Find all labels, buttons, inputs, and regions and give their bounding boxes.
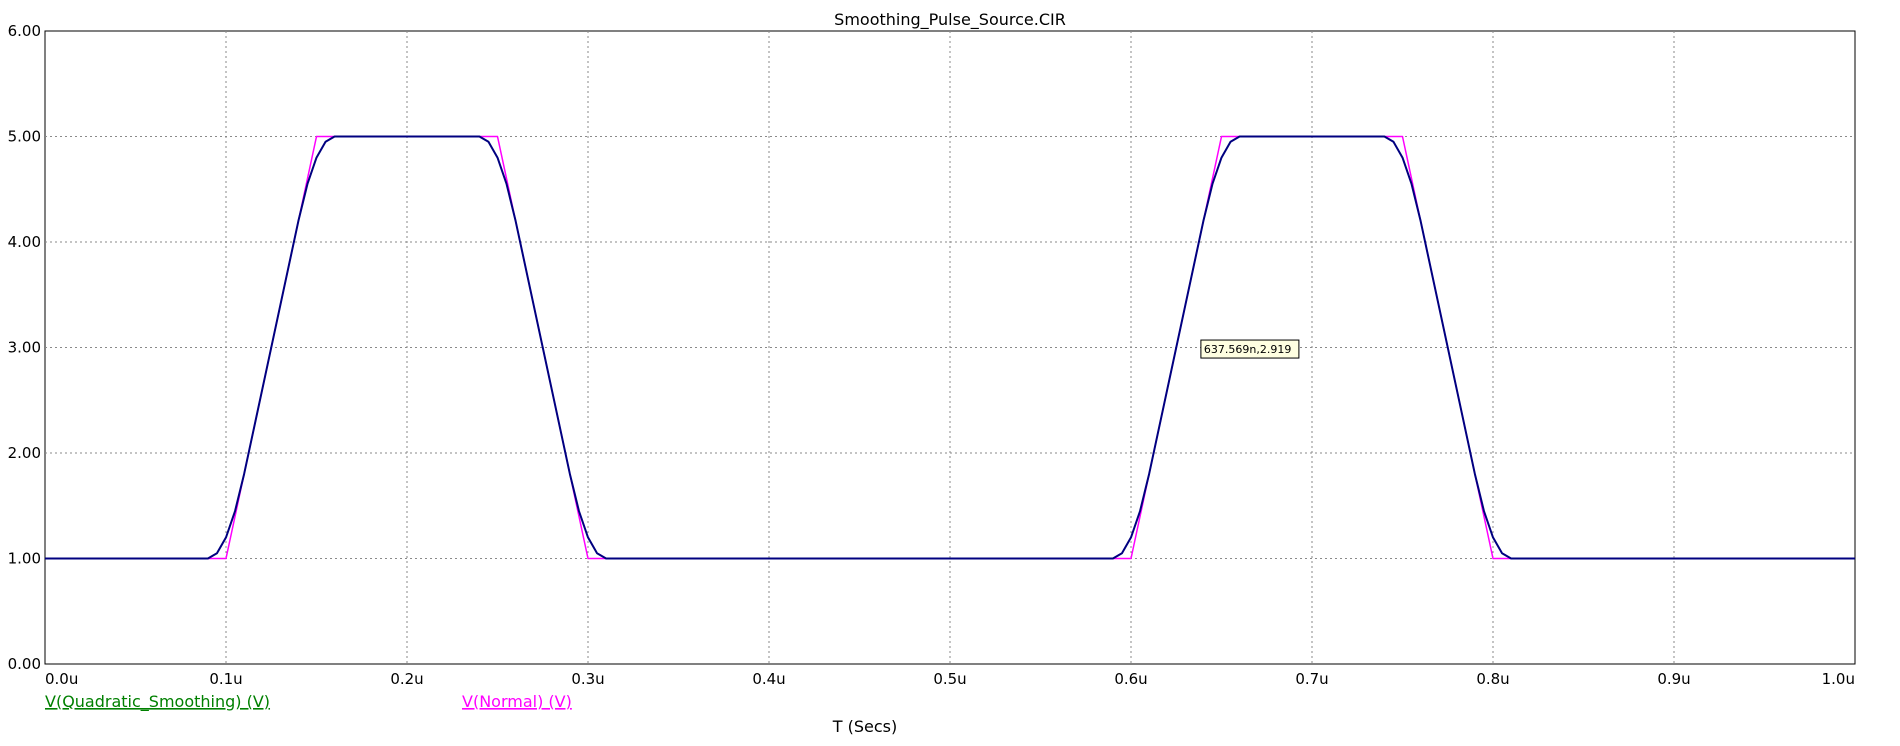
x-tick-label: 0.7u bbox=[1295, 670, 1328, 688]
x-tick-label: 0.6u bbox=[1114, 670, 1147, 688]
y-tick-label: 6.00 bbox=[8, 22, 41, 40]
x-axis-ticks: 0.0u 0.1u 0.2u 0.3u 0.4u 0.5u 0.6u 0.7u 0.8u 0.9u… bbox=[45, 670, 1855, 688]
x-tick-label: 0.4u bbox=[752, 670, 785, 688]
y-tick-label: 5.00 bbox=[8, 128, 41, 146]
x-tick-label: 0.9u bbox=[1657, 670, 1690, 688]
y-axis-ticks: 0.00 1.00 2.00 3.00 4.00 5.00 6.00 bbox=[8, 22, 41, 673]
grid-lines bbox=[45, 31, 1855, 664]
x-tick-label: 0.3u bbox=[571, 670, 604, 688]
x-axis-label: T (Secs) bbox=[832, 717, 897, 736]
x-tick-label: 1.0u bbox=[1822, 670, 1855, 688]
legend: V(Quadratic_Smoothing) (V) V(Normal) (V) bbox=[45, 692, 572, 712]
x-tick-label: 0.2u bbox=[390, 670, 423, 688]
y-tick-label: 2.00 bbox=[8, 444, 41, 462]
cursor-readout-box bbox=[1200, 339, 1300, 359]
cursor-annotations: 637.569n,2.919 bbox=[1200, 339, 1300, 359]
x-tick-label: 0.1u bbox=[209, 670, 242, 688]
legend-entry-1[interactable]: V(Normal) (V) bbox=[462, 692, 572, 711]
series-line-0[interactable] bbox=[45, 135, 1855, 560]
x-tick-label: 0.8u bbox=[1476, 670, 1509, 688]
y-tick-label: 3.00 bbox=[8, 339, 41, 357]
legend-entry-0[interactable]: V(Quadratic_Smoothing) (V) bbox=[45, 692, 270, 712]
x-tick-label: 0.5u bbox=[933, 670, 966, 688]
y-tick-label: 0.00 bbox=[8, 655, 41, 673]
cursor-readout-text: 637.569n,2.919 bbox=[1204, 343, 1291, 356]
chart-title: Smoothing_Pulse_Source.CIR bbox=[834, 10, 1066, 30]
y-tick-label: 1.00 bbox=[8, 550, 41, 568]
series-lines bbox=[45, 135, 1855, 560]
x-tick-label: 0.0u bbox=[45, 670, 78, 688]
y-tick-label: 4.00 bbox=[8, 233, 41, 251]
